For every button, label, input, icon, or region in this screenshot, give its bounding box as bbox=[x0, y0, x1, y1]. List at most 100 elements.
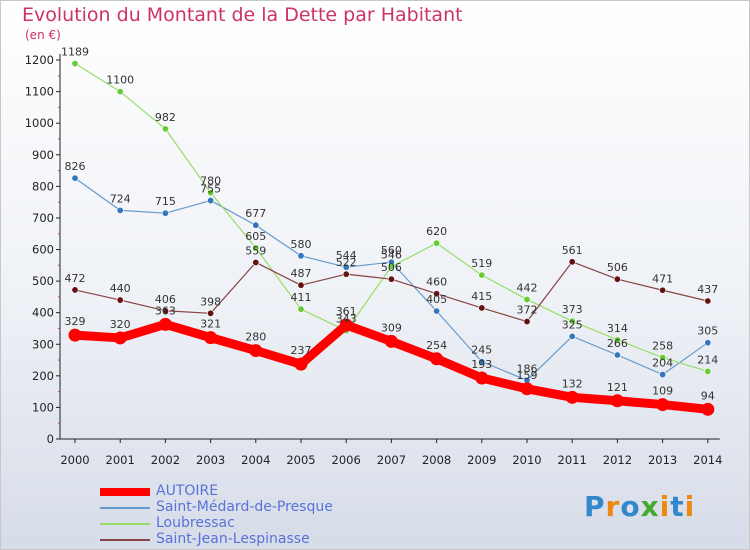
data-label: 258 bbox=[652, 340, 673, 353]
data-label: 620 bbox=[426, 225, 447, 238]
data-label: 245 bbox=[471, 344, 492, 357]
data-label: 109 bbox=[652, 385, 673, 398]
x-tick-label: 2013 bbox=[648, 453, 677, 467]
legend-label: Saint-Jean-Lespinasse bbox=[156, 531, 310, 547]
data-label: 677 bbox=[245, 207, 266, 220]
data-point bbox=[342, 263, 350, 271]
data-label: 132 bbox=[562, 377, 583, 390]
data-point bbox=[568, 317, 576, 325]
data-label: 204 bbox=[652, 357, 673, 370]
chart-title: Evolution du Montant de la Dette par Hab… bbox=[22, 4, 463, 26]
data-label: 1189 bbox=[61, 46, 89, 59]
legend-item-saint-jean: Saint-Jean-Lespinasse bbox=[100, 531, 400, 548]
data-point bbox=[116, 206, 124, 214]
data-label: 437 bbox=[697, 283, 718, 296]
data-point bbox=[523, 318, 531, 326]
y-tick-label: 1000 bbox=[25, 116, 54, 130]
data-point bbox=[478, 304, 486, 312]
data-label: 982 bbox=[155, 111, 176, 124]
data-label: 361 bbox=[336, 305, 357, 318]
x-tick-label: 2004 bbox=[241, 453, 270, 467]
data-label: 780 bbox=[200, 175, 221, 188]
x-tick-label: 2010 bbox=[512, 453, 541, 467]
data-label: 522 bbox=[336, 256, 357, 269]
data-point bbox=[568, 332, 576, 340]
data-label: 159 bbox=[517, 369, 538, 382]
data-point bbox=[613, 351, 621, 359]
data-point bbox=[433, 307, 441, 315]
legend-swatch-autoire bbox=[100, 488, 150, 496]
logo-letter: i bbox=[684, 490, 696, 523]
data-point bbox=[158, 317, 172, 331]
data-point bbox=[433, 239, 441, 247]
y-tick-label: 1200 bbox=[25, 53, 54, 67]
data-label: 440 bbox=[110, 282, 131, 295]
data-point bbox=[297, 281, 305, 289]
data-point bbox=[475, 371, 489, 385]
legend-item-saint-medard: Saint-Médard-de-Presque bbox=[100, 499, 400, 516]
x-tick-label: 2005 bbox=[286, 453, 315, 467]
data-point bbox=[294, 357, 308, 371]
y-tick-label: 300 bbox=[32, 337, 54, 351]
data-label: 94 bbox=[701, 389, 715, 402]
data-point bbox=[701, 402, 715, 416]
data-point bbox=[207, 189, 215, 197]
data-point bbox=[71, 60, 79, 68]
data-point bbox=[520, 382, 534, 396]
data-label: 559 bbox=[245, 244, 266, 257]
data-label: 398 bbox=[200, 295, 221, 308]
logo-letter: i bbox=[659, 490, 671, 523]
y-tick-label: 800 bbox=[32, 179, 54, 193]
data-label: 487 bbox=[291, 267, 312, 280]
data-point bbox=[523, 295, 531, 303]
data-point bbox=[342, 270, 350, 278]
data-label: 405 bbox=[426, 293, 447, 306]
y-tick-label: 900 bbox=[32, 148, 54, 162]
data-point bbox=[249, 344, 263, 358]
data-point bbox=[659, 354, 667, 362]
y-tick-label: 1100 bbox=[25, 85, 54, 99]
data-label: 442 bbox=[517, 281, 538, 294]
data-label: 471 bbox=[652, 272, 673, 285]
data-label: 309 bbox=[381, 321, 402, 334]
legend-item-loubressac: Loubressac bbox=[100, 515, 400, 532]
data-point bbox=[478, 358, 486, 366]
data-label: 580 bbox=[291, 238, 312, 251]
data-point bbox=[568, 258, 576, 266]
data-label: 415 bbox=[471, 290, 492, 303]
legend-swatch-saint-jean bbox=[100, 539, 150, 541]
legend-swatch-saint-medard bbox=[100, 507, 150, 509]
x-tick-label: 2011 bbox=[558, 453, 587, 467]
data-label: 372 bbox=[517, 304, 538, 317]
data-label: 506 bbox=[381, 261, 402, 274]
data-label: 186 bbox=[517, 362, 538, 375]
data-label: 373 bbox=[562, 303, 583, 316]
data-point bbox=[252, 221, 260, 229]
data-point bbox=[384, 334, 398, 348]
data-label: 214 bbox=[697, 353, 718, 366]
data-label: 237 bbox=[291, 344, 312, 357]
data-label: 406 bbox=[155, 293, 176, 306]
y-tick-label: 0 bbox=[47, 432, 54, 446]
data-point bbox=[71, 174, 79, 182]
y-tick-label: 500 bbox=[32, 274, 54, 288]
data-point bbox=[116, 296, 124, 304]
legend-item-autoire: AUTOIRE bbox=[100, 483, 400, 500]
data-point bbox=[656, 398, 670, 412]
y-tick-label: 600 bbox=[32, 243, 54, 257]
data-point bbox=[161, 307, 169, 315]
logo-letter: P bbox=[584, 490, 606, 523]
data-point bbox=[207, 197, 215, 205]
x-tick-label: 2009 bbox=[467, 453, 496, 467]
logo-letter: r bbox=[605, 490, 621, 523]
data-label: 561 bbox=[562, 244, 583, 257]
data-point bbox=[71, 286, 79, 294]
data-label: 605 bbox=[245, 230, 266, 243]
data-point bbox=[161, 125, 169, 133]
data-point bbox=[297, 305, 305, 313]
data-point bbox=[565, 390, 579, 404]
data-point bbox=[478, 271, 486, 279]
data-label: 826 bbox=[65, 160, 86, 173]
